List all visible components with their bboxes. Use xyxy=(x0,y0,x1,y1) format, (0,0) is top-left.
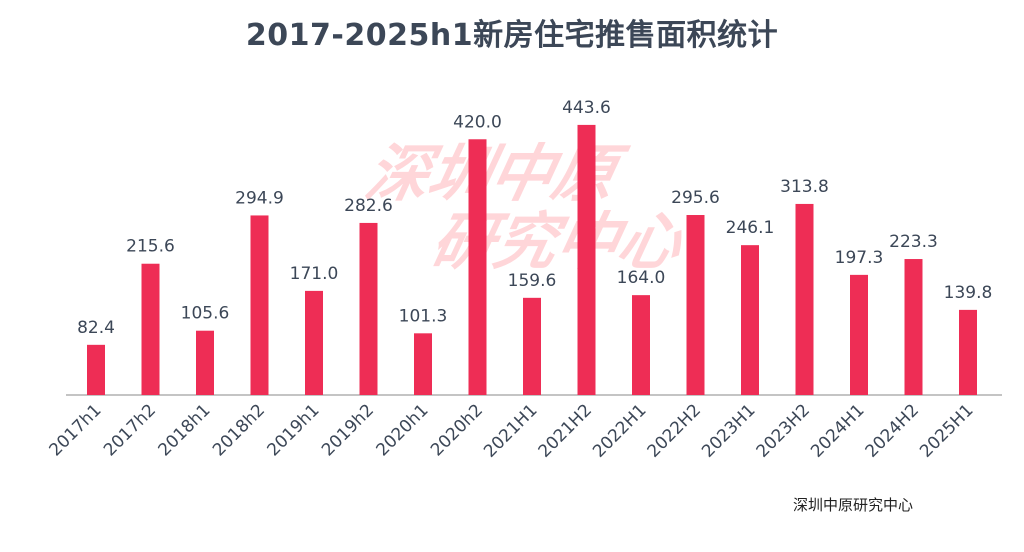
x-tick-label-2019h1: 2019h1 xyxy=(264,400,324,460)
data-label-2017h2: 215.6 xyxy=(126,237,175,257)
source-label: 深圳中原研究中心 xyxy=(793,496,914,514)
bar-2024H1 xyxy=(850,274,868,395)
data-label-2025H1: 139.8 xyxy=(944,283,993,303)
x-tick-label-2024H2: 2024H2 xyxy=(862,400,923,461)
data-label-2022H1: 164.0 xyxy=(617,268,666,288)
x-tick-label-2019h2: 2019h2 xyxy=(318,400,378,460)
bar-2022H1 xyxy=(632,295,650,395)
x-tick-label-2017h2: 2017h2 xyxy=(100,400,160,460)
data-label-2018h2: 294.9 xyxy=(235,188,284,208)
bar-2019h1 xyxy=(305,290,323,395)
bar-2020h2 xyxy=(468,139,487,395)
x-tick-label-2024H1: 2024H1 xyxy=(807,400,868,461)
bar-2019h2 xyxy=(359,222,378,395)
x-tick-label-2023H1: 2023H1 xyxy=(698,400,759,461)
x-tick-label-2021H1: 2021H1 xyxy=(480,400,541,461)
x-tick-label-2022H2: 2022H2 xyxy=(644,400,705,461)
data-label-2024H2: 223.3 xyxy=(889,232,938,252)
bar-2020h1 xyxy=(414,333,432,395)
bar-2022H2 xyxy=(686,215,705,395)
data-label-2023H1: 246.1 xyxy=(726,218,775,238)
bar-2018h1 xyxy=(196,330,214,395)
data-label-2020h2: 420.0 xyxy=(453,112,502,132)
x-tick-label-2021H2: 2021H2 xyxy=(535,400,596,461)
bar-2024H2 xyxy=(904,259,923,395)
bar-2023H1 xyxy=(741,245,759,395)
bar-2017h1 xyxy=(87,344,105,395)
data-label-2024H1: 197.3 xyxy=(835,248,884,268)
data-label-2019h2: 282.6 xyxy=(344,196,393,216)
x-tick-label-2020h2: 2020h2 xyxy=(427,400,487,460)
x-tick-label-2020h1: 2020h1 xyxy=(373,400,433,460)
x-tick-label-2023H2: 2023H2 xyxy=(753,400,814,461)
bar-2021H1 xyxy=(523,297,541,395)
bar-2021H2 xyxy=(577,124,596,395)
chart-title: 2017-2025h1新房住宅推售面积统计 xyxy=(245,18,779,53)
x-tick-label-2022H1: 2022H1 xyxy=(589,400,650,461)
data-label-2018h1: 105.6 xyxy=(181,304,230,324)
bar-2025H1 xyxy=(959,309,977,395)
data-label-2021H2: 443.6 xyxy=(562,98,611,118)
data-label-2020h1: 101.3 xyxy=(399,306,448,326)
data-label-2017h1: 82.4 xyxy=(77,318,115,338)
x-tick-label-2017h1: 2017h1 xyxy=(46,400,106,460)
data-label-2019h1: 171.0 xyxy=(290,264,339,284)
data-label-2023H2: 313.8 xyxy=(780,177,829,197)
bar-2017h2 xyxy=(141,263,160,395)
x-tick-label-2018h2: 2018h2 xyxy=(209,400,269,460)
data-label-2021H1: 159.6 xyxy=(508,271,557,291)
x-tick-label-2025H1: 2025H1 xyxy=(916,400,977,461)
bar-2018h2 xyxy=(250,215,269,395)
x-tick-label-2018h1: 2018h1 xyxy=(155,400,215,460)
bar-2023H2 xyxy=(795,203,814,395)
data-label-2022H2: 295.6 xyxy=(671,188,720,208)
